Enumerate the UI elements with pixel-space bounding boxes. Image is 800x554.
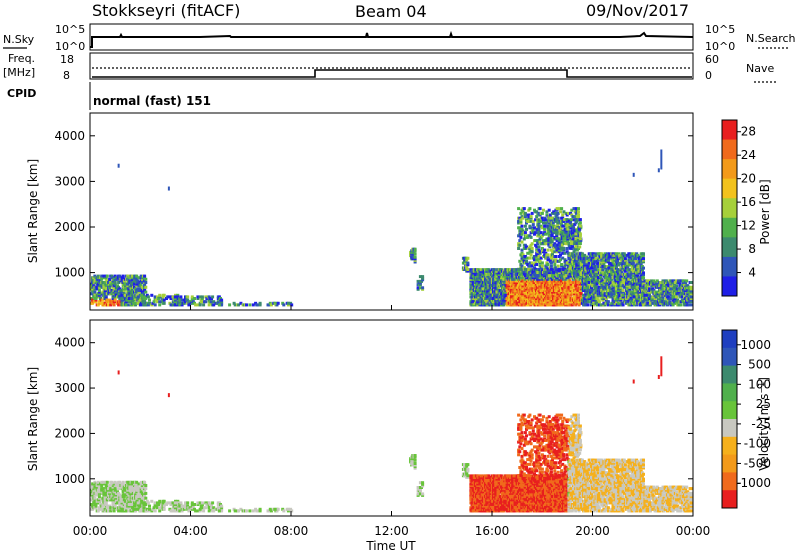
cpid-text: normal (fast) 151 xyxy=(93,94,211,108)
power-ytick-label: 1000 xyxy=(54,266,85,280)
velocity-colorbar-tick: 25 xyxy=(756,397,771,411)
xtick-label: 12:00 xyxy=(374,524,409,538)
velocity-colorbar-swatch xyxy=(722,347,737,367)
date-title: 09/Nov/2017 xyxy=(586,1,689,20)
power-colorbar-tick: 16 xyxy=(741,195,756,209)
noise-right-tick-top: 10^5 xyxy=(705,23,735,36)
xaxis-label: Time UT xyxy=(365,539,416,553)
velocity-colorbar-label: Velocity [m s−1] xyxy=(757,377,772,471)
velocity-colorbar-tick: -100 xyxy=(744,437,771,451)
noise-search-label: N.Search xyxy=(746,32,796,45)
velocity-colorbar-swatch xyxy=(722,419,737,438)
power-colorbar-tick: 8 xyxy=(748,242,756,256)
freq-panel: Freq. [MHz] 18 8 60 0 Nave CPID normal (… xyxy=(3,52,778,110)
noise-panel: N.Sky 10^5 10^0 10^5 10^0 N.Search xyxy=(3,23,796,53)
velocity-colorbar-tick: -500 xyxy=(744,456,771,470)
velocity-colorbar: 1000 500 100 25 -25 -100 -500 -1000 xyxy=(721,329,771,509)
power-ytick-label: 4000 xyxy=(54,129,85,143)
noise-right-tick-bottom: 10^0 xyxy=(705,40,735,53)
power-colorbar-label: Power [dB] xyxy=(758,179,772,244)
velocity-ytick-label: 1000 xyxy=(54,472,85,486)
power-colorbar: 4 8 12 16 20 24 28 xyxy=(721,119,756,297)
nave-tick-top: 60 xyxy=(705,53,719,66)
nave-tick-bottom: 0 xyxy=(705,69,712,82)
velocity-colorbar-swatch xyxy=(722,365,737,384)
power-colorbar-swatch xyxy=(722,198,737,219)
velocity-colorbar-tick: -25 xyxy=(751,417,771,431)
power-panel: Slant Range [km] 1000 2000 3000 4000 4 8 12 16… xyxy=(26,112,772,311)
velocity-ytick-label: 2000 xyxy=(54,426,85,440)
power-colorbar-swatch xyxy=(722,237,737,258)
velocity-ytick-label: 3000 xyxy=(54,381,85,395)
power-colorbar-tick: 28 xyxy=(741,125,756,139)
velocity-ytick-label: 4000 xyxy=(54,336,85,350)
velocity-colorbar-swatch xyxy=(722,401,737,420)
velocity-scatter-data xyxy=(90,356,693,513)
xtick-label: 20:00 xyxy=(575,524,610,538)
freq-label: Freq. xyxy=(8,52,35,65)
noise-left-tick-bottom: 10^0 xyxy=(55,40,85,53)
power-colorbar-tick: 24 xyxy=(741,148,756,162)
nave-line xyxy=(92,69,692,78)
power-colorbar-swatch xyxy=(722,120,737,141)
xtick-label: 16:00 xyxy=(475,524,510,538)
velocity-colorbar-swatch xyxy=(722,472,737,491)
freq-tick-bottom: 8 xyxy=(63,69,70,82)
xtick-label: 04:00 xyxy=(173,524,208,538)
velocity-ylabel: Slant Range [km] xyxy=(26,367,40,471)
freq-tick-top: 18 xyxy=(60,53,74,66)
velocity-colorbar-swatch xyxy=(722,436,737,456)
power-colorbar-tick: 20 xyxy=(741,172,756,186)
velocity-colorbar-tick: 1000 xyxy=(740,338,771,352)
beam-title: Beam 04 xyxy=(355,2,427,21)
velocity-colorbar-swatch xyxy=(722,383,737,402)
velocity-yaxis-ticks: 1000 2000 3000 4000 xyxy=(54,336,693,486)
velocity-colorbar-swatch xyxy=(722,490,737,509)
noise-sky-label: N.Sky xyxy=(3,33,35,46)
power-colorbar-swatch xyxy=(722,217,737,238)
station-title: Stokkseyri (fitACF) xyxy=(92,1,240,20)
power-ylabel: Slant Range [km] xyxy=(26,159,40,263)
velocity-colorbar-tick: -1000 xyxy=(736,476,771,490)
xtick-label: 08:00 xyxy=(274,524,309,538)
freq-unit-label: [MHz] xyxy=(3,66,35,79)
xtick-label: 00:00 xyxy=(676,524,711,538)
power-scatter-data xyxy=(90,149,693,307)
velocity-colorbar-tick: 500 xyxy=(748,358,771,372)
velocity-xaxis-ticks: 00:00 04:00 08:00 12:00 16:00 20:00 00:00 xyxy=(73,305,711,538)
cpid-label: CPID xyxy=(7,87,36,100)
velocity-colorbar-swatch xyxy=(722,454,737,473)
power-colorbar-swatch xyxy=(722,178,737,199)
power-colorbar-swatch xyxy=(722,159,737,180)
velocity-colorbar-swatch xyxy=(722,330,737,349)
noise-sky-line xyxy=(90,30,694,48)
xtick-label: 00:00 xyxy=(73,524,108,538)
noise-left-tick-top: 10^5 xyxy=(55,23,85,36)
nave-label: Nave xyxy=(746,62,774,75)
power-ytick-label: 2000 xyxy=(54,220,85,234)
power-colorbar-tick: 12 xyxy=(741,219,756,233)
velocity-colorbar-tick: 100 xyxy=(748,377,771,391)
power-ytick-label: 3000 xyxy=(54,174,85,188)
power-yaxis-ticks: 1000 2000 3000 4000 xyxy=(54,129,693,280)
power-colorbar-swatch xyxy=(722,276,737,297)
power-colorbar-tick: 4 xyxy=(748,266,756,280)
power-colorbar-swatch xyxy=(722,256,737,277)
power-colorbar-swatch xyxy=(722,139,737,160)
